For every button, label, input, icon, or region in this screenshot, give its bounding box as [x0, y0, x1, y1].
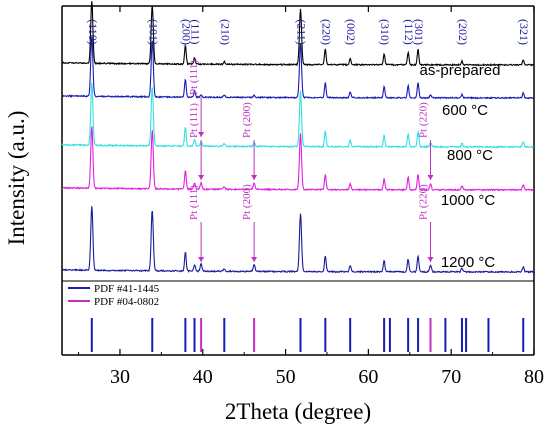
- pt-annotation-label: Pt (111): [188, 103, 200, 138]
- x-tick-label: 30: [110, 366, 130, 388]
- x-tick-label: 70: [441, 366, 461, 388]
- pt-arrow-head: [251, 175, 258, 180]
- hkl-label: (321): [517, 19, 531, 45]
- reference-lines: [90, 318, 525, 352]
- x-tick-label: 40: [193, 366, 213, 388]
- x-tick-label: 60: [358, 366, 378, 388]
- pt-arrow-head: [198, 132, 205, 137]
- legend-label: PDF #41-1445: [94, 283, 160, 295]
- hkl-labels: (110) (101) (200)(111) (210) (211) (220) (002)…: [86, 19, 531, 45]
- trace-3: [61, 126, 534, 192]
- pt-arrow-head: [251, 257, 258, 262]
- y-axis-title: Intensity (a.u.): [4, 111, 29, 246]
- series-label: 1200 °C: [441, 254, 496, 271]
- series-labels: as-prepared 600 °C 800 °C 1000 °C 1200 °C: [420, 62, 501, 271]
- pt-annotation-label: Pt (220): [417, 184, 429, 220]
- plot-area: [61, 5, 535, 356]
- trace-0: [61, 1, 534, 67]
- x-tick-label: 50: [276, 366, 296, 388]
- series-label: as-prepared: [420, 62, 501, 79]
- pt-arrow-head: [198, 257, 205, 262]
- x-ticks: 30 40 50 60 70 80: [78, 6, 544, 388]
- series-label: 600 °C: [442, 102, 488, 119]
- pt-arrow-head: [427, 175, 434, 180]
- hkl-label: (211): [294, 19, 308, 45]
- pt-annotation-label: Pt (111): [188, 60, 200, 95]
- legend-label: PDF #04-0802: [94, 296, 159, 308]
- pt-annotation-label: Pt (200): [241, 184, 253, 220]
- x-tick-label: 80: [524, 366, 544, 388]
- x-axis-title: 2Theta (degree): [225, 399, 371, 424]
- hkl-label: (101): [146, 19, 160, 45]
- hkl-label: (111): [188, 19, 202, 44]
- series-label: 800 °C: [447, 147, 493, 164]
- hkl-label: (301): [412, 19, 426, 45]
- hkl-label: (220): [319, 19, 333, 45]
- hkl-label: (200): [179, 19, 193, 45]
- pt-annotation-label: Pt (111): [188, 185, 200, 220]
- hkl-label: (002): [344, 19, 358, 45]
- trace-1: [61, 36, 534, 100]
- hkl-label: (202): [456, 19, 470, 45]
- trace-4: [61, 206, 534, 274]
- xrd-traces: [61, 1, 534, 274]
- hkl-label: (112): [402, 19, 416, 45]
- hkl-label: (310): [378, 19, 392, 45]
- hkl-label: (210): [218, 19, 232, 45]
- pt-annotations: Pt (111) Pt (111) Pt (200) Pt (220) Pt (111)…: [188, 60, 434, 262]
- pt-annotation-label: Pt (220): [417, 102, 429, 138]
- pt-arrow-head: [427, 257, 434, 262]
- hkl-label: (110): [86, 19, 100, 45]
- pt-arrow-head: [198, 175, 205, 180]
- series-label: 1000 °C: [441, 192, 496, 209]
- trace-2: [61, 82, 534, 149]
- pt-annotation-label: Pt (200): [241, 102, 253, 138]
